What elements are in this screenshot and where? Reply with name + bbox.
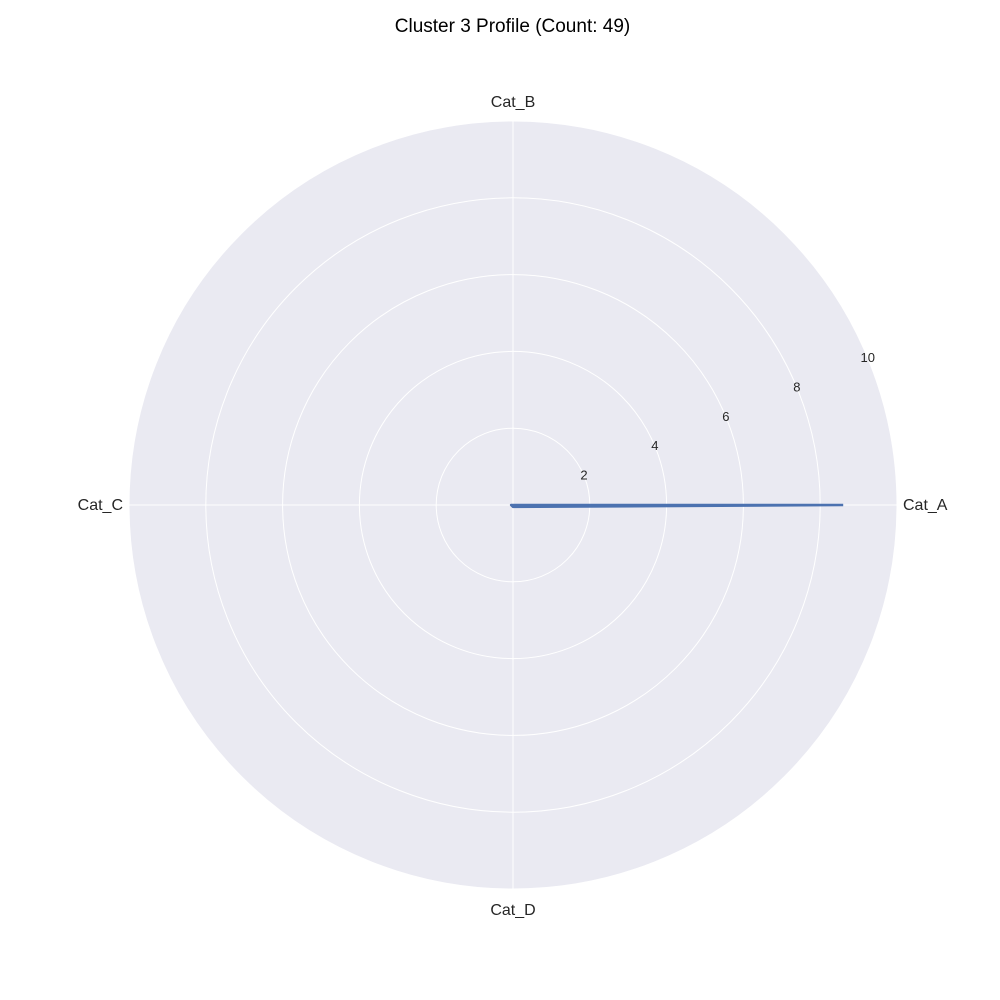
chart-title: Cluster 3 Profile (Count: 49) [394,16,631,37]
radial-tick-label: 4 [651,438,658,453]
series-line [509,503,844,509]
series-layer [509,503,844,509]
radial-tick-label: 2 [580,468,587,483]
category-label: Cat_D [490,902,535,919]
category-label: Cat_B [491,94,535,111]
category-label: Cat_C [78,497,123,514]
radial-tick-labels: 2 4 6 8 10 [580,350,875,483]
radial-tick-label: 8 [793,379,800,394]
radial-tick-label: 10 [861,350,875,365]
category-labels: Cat_A Cat_B Cat_C Cat_D [78,94,948,919]
category-label: Cat_A [903,497,948,514]
radial-tick-label: 6 [722,409,729,424]
